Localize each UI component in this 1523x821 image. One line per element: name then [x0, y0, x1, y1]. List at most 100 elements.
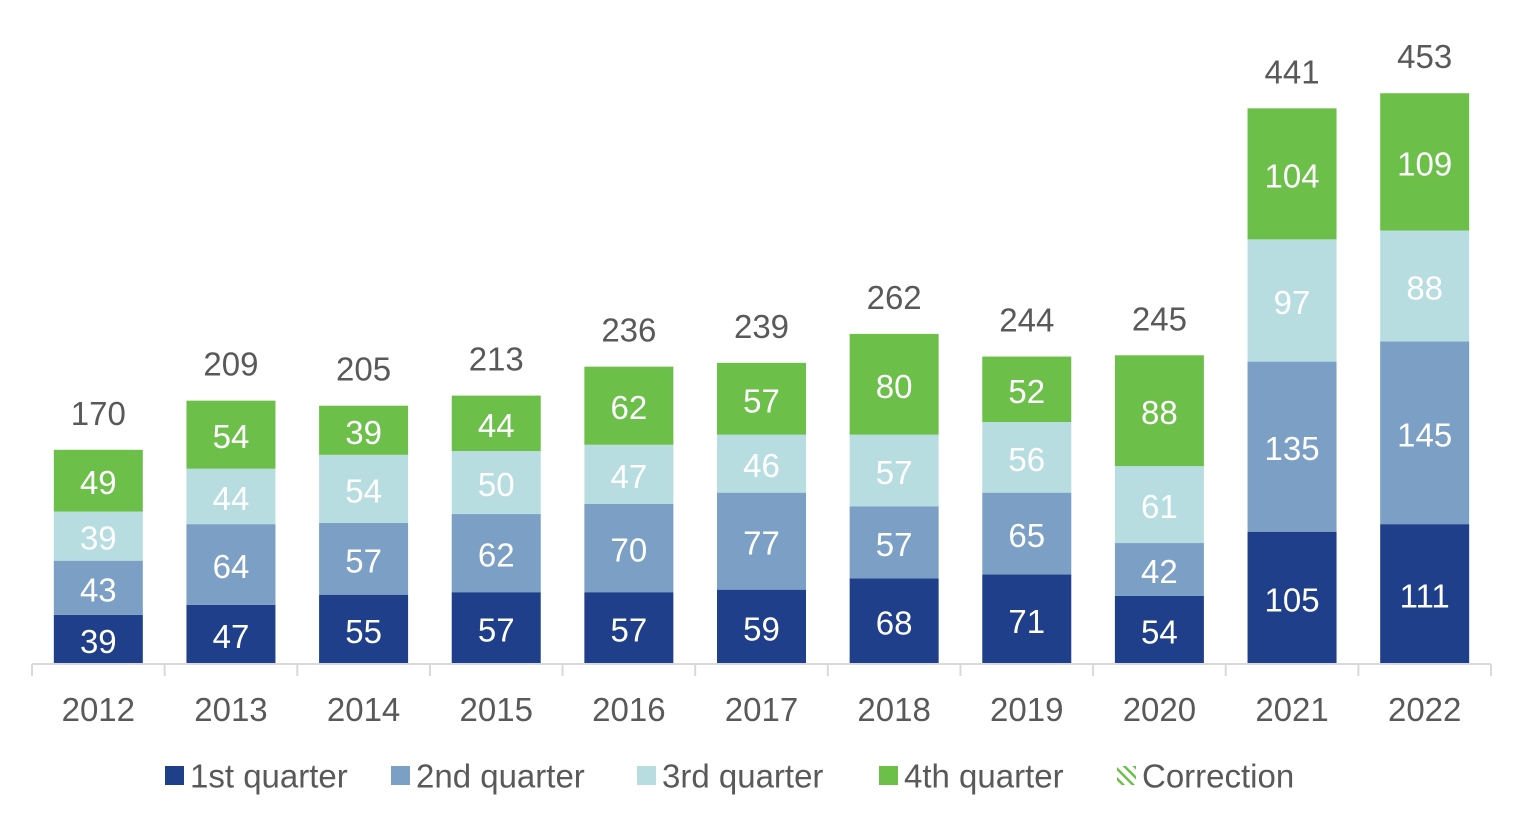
x-tick-label-2018: 2018: [857, 691, 930, 728]
data-label-2016-q1: 57: [611, 612, 648, 649]
total-label-2019: 244: [999, 302, 1054, 339]
bar-segment-2022-q1: [1380, 524, 1470, 664]
total-label-2021: 441: [1265, 53, 1320, 90]
data-label-2018-q1: 68: [876, 605, 913, 642]
legend-swatch-3rd-quarter: [637, 766, 656, 785]
x-tick-label-2012: 2012: [62, 691, 135, 728]
data-label-2022-q4: 109: [1397, 145, 1452, 182]
data-label-2012-q4: 49: [80, 464, 117, 501]
bar-segment-2013-q2: [186, 524, 276, 605]
bar-segment-2022-q2: [1380, 341, 1470, 525]
bar-segment-2018-q4: [849, 333, 939, 435]
legend-label-2nd-quarter: 2nd quarter: [416, 758, 585, 795]
bar-segment-2014-q3: [319, 454, 409, 523]
bar-segment-2016-q2: [584, 503, 674, 593]
bar-segment-2016-q1: [584, 592, 674, 664]
bar-segment-2015-q3: [451, 451, 541, 515]
data-label-2021-q1: 105: [1265, 581, 1320, 618]
x-tick-label-2020: 2020: [1123, 691, 1196, 728]
bar-segment-2021-q2: [1247, 361, 1337, 532]
x-tick-label-2016: 2016: [592, 691, 665, 728]
totals-layer: 170 209 205 213 236 239 262 244 245 441 453: [71, 38, 1452, 432]
bar-segment-2016-q4: [584, 366, 674, 445]
total-label-2014: 205: [336, 351, 391, 388]
data-label-2019-q3: 56: [1008, 441, 1045, 478]
data-label-2014-q3: 54: [345, 472, 382, 509]
total-label-2020: 245: [1132, 300, 1187, 337]
bar-segment-2018-q2: [849, 506, 939, 579]
total-label-2018: 262: [867, 279, 922, 316]
data-label-2021-q2: 135: [1265, 430, 1320, 467]
x-tick-label-2013: 2013: [194, 691, 267, 728]
bar-segment-2019-q4: [982, 356, 1072, 423]
bar-segment-2016-q3: [584, 444, 674, 504]
total-label-2012: 170: [71, 395, 126, 432]
legend-swatch-1st-quarter: [165, 766, 184, 785]
bar-segment-2020-q2: [1114, 543, 1204, 596]
total-label-2017: 239: [734, 308, 789, 345]
data-label-2017-q1: 59: [743, 610, 780, 647]
x-axis: 2012 2013 2014 2015 2016 2017 2018 2019 2020 2021…: [31, 663, 1492, 728]
bars-layer: 39 43 39 49 47 64 44 54 55 57 54 39 57 62 50 44 57 70 47 62…: [53, 93, 1470, 664]
data-label-2017-q4: 57: [743, 382, 780, 419]
legend-label-1st-quarter: 1st quarter: [190, 758, 348, 795]
data-label-2021-q4: 104: [1265, 157, 1320, 194]
data-label-2015-q2: 62: [478, 537, 515, 574]
data-label-2013-q4: 54: [213, 418, 250, 455]
data-label-2015-q4: 44: [478, 407, 515, 444]
data-label-2012-q2: 43: [80, 571, 117, 608]
bar-segment-2013-q3: [186, 468, 276, 525]
bar-segment-2021-q4: [1247, 108, 1337, 240]
bar-segment-2018-q3: [849, 434, 939, 507]
data-label-2021-q3: 97: [1274, 284, 1311, 321]
bar-segment-2012-q1: [53, 614, 143, 664]
x-tick-label-2017: 2017: [725, 691, 798, 728]
data-label-2019-q1: 71: [1008, 603, 1045, 640]
data-label-2012-q1: 39: [80, 623, 117, 660]
bar-segment-2018-q1: [849, 578, 939, 664]
data-label-2020-q3: 61: [1141, 488, 1178, 525]
data-label-2015-q1: 57: [478, 612, 515, 649]
data-label-2013-q3: 44: [213, 480, 250, 517]
bar-segment-2014-q2: [319, 522, 409, 595]
data-label-2018-q4: 80: [876, 368, 913, 405]
data-label-2014-q1: 55: [345, 613, 382, 650]
legend: 1st quarter 2nd quarter 3rd quarter 4th qua…: [165, 758, 1294, 795]
x-tick-label-2022: 2022: [1388, 691, 1461, 728]
bar-segment-2020-q1: [1114, 595, 1204, 664]
data-label-2013-q1: 47: [213, 618, 250, 655]
bar-segment-2021-q1: [1247, 531, 1337, 664]
bar-segment-2020-q4: [1114, 355, 1204, 467]
data-label-2014-q4: 39: [345, 414, 382, 451]
data-label-2022-q3: 88: [1406, 270, 1443, 307]
data-label-2016-q3: 47: [611, 458, 648, 495]
x-tick-label-2021: 2021: [1255, 691, 1328, 728]
data-label-2013-q2: 64: [213, 548, 250, 585]
legend-label-correction: Correction: [1142, 758, 1294, 795]
data-label-2019-q2: 65: [1008, 517, 1045, 554]
data-label-2022-q2: 145: [1397, 416, 1452, 453]
bar-segment-2013-q1: [186, 604, 276, 664]
legend-swatch-correction: [1117, 766, 1136, 785]
bar-segment-2012-q4: [53, 449, 143, 512]
bar-segment-2019-q1: [982, 574, 1072, 664]
data-label-2014-q2: 57: [345, 542, 382, 579]
data-label-2015-q3: 50: [478, 466, 515, 503]
data-label-2016-q4: 62: [611, 389, 648, 426]
bar-segment-2012-q3: [53, 511, 143, 561]
data-label-2020-q2: 42: [1141, 553, 1178, 590]
data-label-2022-q1: 111: [1400, 578, 1450, 615]
x-tick-label-2015: 2015: [460, 691, 533, 728]
bar-segment-2014-q1: [319, 594, 409, 664]
bar-segment-2017-q3: [717, 434, 806, 493]
data-label-2012-q3: 39: [80, 520, 117, 557]
bar-segment-2013-q4: [186, 400, 276, 469]
x-tick-label-2019: 2019: [990, 691, 1063, 728]
data-label-2018-q3: 57: [876, 454, 913, 491]
bar-segment-2022-q3: [1380, 230, 1470, 342]
bar-segment-2014-q4: [319, 405, 409, 455]
bar-segment-2019-q2: [982, 492, 1072, 575]
bar-segment-2022-q4: [1380, 93, 1470, 231]
legend-swatch-4th-quarter: [879, 766, 898, 785]
